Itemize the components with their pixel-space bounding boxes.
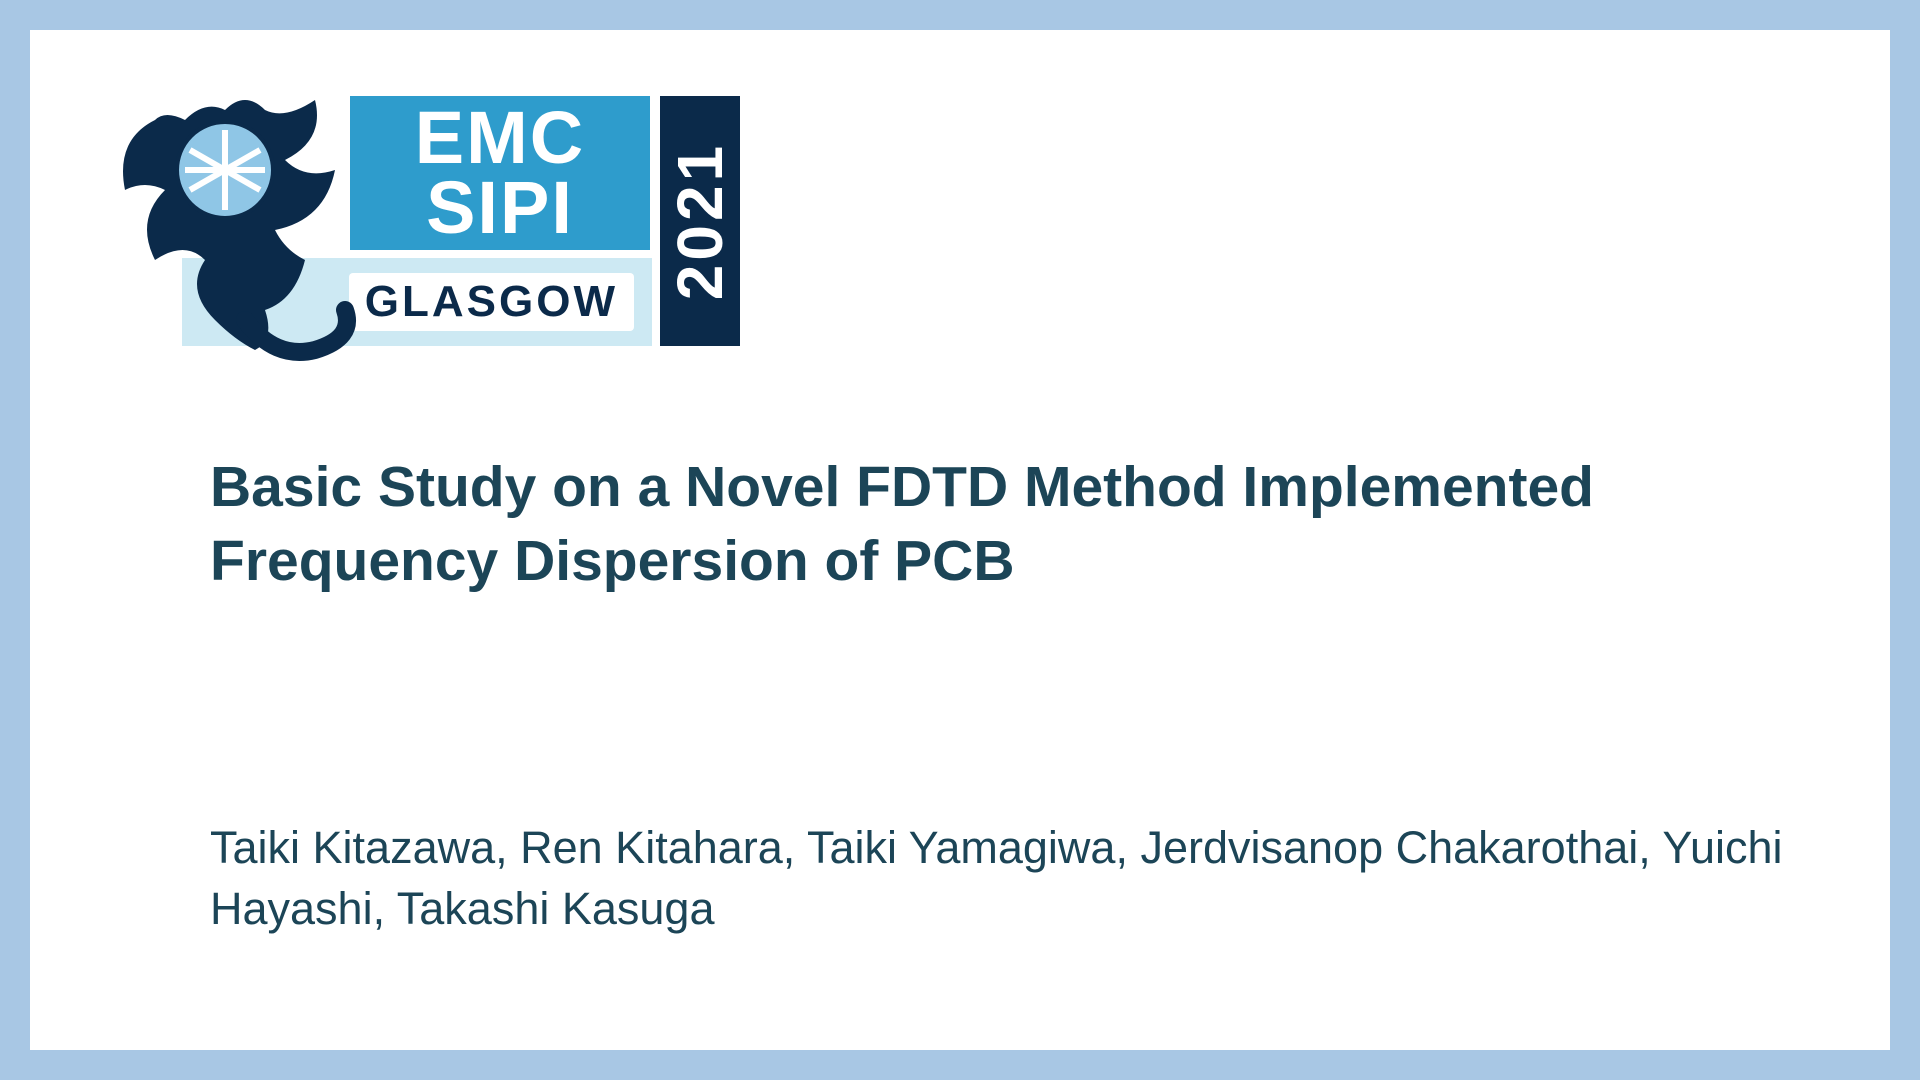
logo-location: GLASGOW [365, 277, 618, 327]
thistle-icon [95, 80, 395, 370]
logo-text-emc: EMC [415, 103, 585, 173]
logo-emc-sipi-box: EMC SIPI [350, 96, 650, 250]
logo-text-sipi: SIPI [426, 173, 574, 243]
author-list: Taiki Kitazawa, Ren Kitahara, Taiki Yama… [210, 818, 1800, 940]
presentation-title: Basic Study on a Novel FDTD Method Imple… [210, 450, 1710, 598]
presentation-slide: EMC SIPI 2021 GLASGOW Basic Study on a N… [30, 30, 1890, 1050]
conference-logo: EMC SIPI 2021 GLASGOW [120, 90, 760, 360]
logo-year-box: 2021 [660, 96, 740, 346]
logo-year: 2021 [663, 142, 737, 300]
